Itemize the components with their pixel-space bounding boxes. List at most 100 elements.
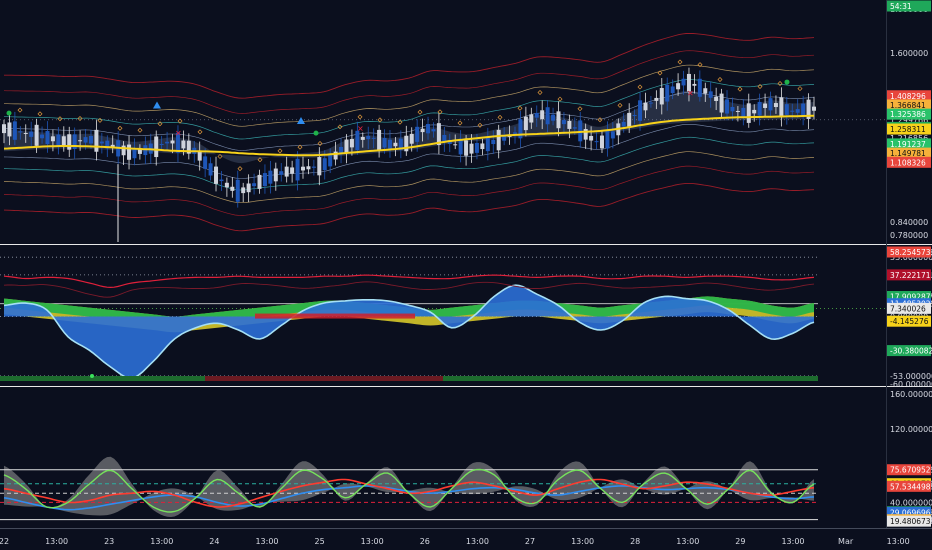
axis-tick-label: 53.000000 bbox=[890, 253, 932, 262]
candle-body bbox=[105, 140, 110, 149]
price-tag-label: 1.108326 bbox=[890, 158, 926, 167]
candle-body bbox=[746, 103, 751, 123]
candle-body bbox=[730, 106, 735, 112]
candle-body bbox=[34, 124, 39, 146]
candle-body bbox=[779, 97, 784, 117]
price-tag bbox=[887, 480, 931, 492]
candle-body bbox=[268, 170, 273, 184]
time-axis-label: 23 bbox=[104, 537, 114, 546]
signal-diamond-marker bbox=[537, 90, 543, 96]
oscillator-dark-line bbox=[3, 281, 815, 298]
candle-body bbox=[181, 140, 186, 149]
candle-body bbox=[409, 133, 414, 144]
candle-body bbox=[534, 113, 539, 118]
candle-body bbox=[670, 86, 675, 94]
price-tag bbox=[887, 0, 931, 12]
candle-body bbox=[415, 126, 420, 142]
time-axis-label: 13:00 bbox=[255, 537, 278, 546]
candle-body bbox=[404, 135, 409, 152]
candle-body bbox=[708, 91, 713, 98]
candle-body bbox=[170, 140, 175, 144]
candle-body bbox=[154, 136, 159, 158]
signal-diamond-marker bbox=[377, 117, 383, 123]
candle-body bbox=[556, 111, 561, 129]
candle-body bbox=[40, 134, 45, 139]
candle-body bbox=[610, 131, 615, 139]
candle-body bbox=[735, 110, 740, 112]
candle-body bbox=[474, 143, 479, 153]
candle-body bbox=[605, 130, 610, 149]
signal-cross-marker: ✕ bbox=[687, 89, 694, 98]
candle-body bbox=[132, 147, 137, 159]
candle-body bbox=[371, 137, 376, 139]
signal-diamond-marker bbox=[717, 77, 723, 83]
candle-body bbox=[812, 106, 816, 111]
price-tag bbox=[887, 464, 931, 476]
candle-body bbox=[387, 139, 392, 149]
candle-body bbox=[572, 127, 577, 129]
candle-body bbox=[431, 129, 436, 132]
time-axis-label: 28 bbox=[630, 537, 640, 546]
candle-body bbox=[360, 137, 365, 140]
price-tag bbox=[887, 246, 931, 258]
candle-body bbox=[203, 156, 208, 169]
candle-body bbox=[540, 110, 545, 120]
candle-body bbox=[681, 78, 686, 86]
oscillator-green-band bbox=[4, 296, 814, 317]
candle-body bbox=[545, 107, 550, 125]
price-tag bbox=[887, 138, 931, 150]
signal-diamond-marker bbox=[57, 116, 63, 122]
time-axis-label: 13:00 bbox=[571, 537, 594, 546]
price-tag-label: 7.340026 bbox=[890, 304, 926, 313]
candle-body bbox=[284, 166, 289, 177]
signal-diamond-marker bbox=[457, 120, 463, 126]
candle-body bbox=[29, 131, 34, 137]
candle-body bbox=[262, 173, 267, 187]
candle-body bbox=[241, 187, 246, 194]
candle-body bbox=[317, 157, 322, 176]
candle-body bbox=[56, 134, 61, 146]
signal-cross-marker: ✕ bbox=[357, 125, 364, 134]
candle-body bbox=[290, 167, 295, 174]
signal-diamond-marker bbox=[797, 86, 803, 92]
candle-body bbox=[442, 134, 447, 143]
candle-body bbox=[382, 137, 387, 148]
signal-diamond-marker bbox=[397, 119, 403, 125]
price-tag bbox=[887, 156, 931, 168]
candle-body bbox=[110, 144, 115, 148]
signal-diamond-marker bbox=[677, 59, 683, 65]
axis-tick-label: -60.000000 bbox=[890, 380, 932, 389]
rsi-blue-line bbox=[3, 485, 815, 511]
candle-body bbox=[137, 149, 142, 154]
signal-diamond-marker bbox=[517, 105, 523, 111]
signal-diamond-marker bbox=[97, 117, 103, 123]
price-tag bbox=[887, 90, 931, 102]
candle-body bbox=[523, 116, 528, 131]
signal-diamond-marker bbox=[177, 118, 183, 124]
candle-body bbox=[175, 132, 180, 153]
candle-body bbox=[496, 129, 501, 151]
candle-body bbox=[230, 186, 235, 191]
candle-body bbox=[99, 141, 104, 144]
price-tag bbox=[887, 515, 931, 527]
candle-body bbox=[257, 174, 262, 189]
time-axis-label: 13:00 bbox=[466, 537, 489, 546]
candle-body bbox=[768, 98, 773, 111]
envelope-band bbox=[4, 64, 815, 127]
candle-body bbox=[763, 103, 768, 108]
signal-diamond-marker bbox=[557, 96, 563, 102]
candle-body bbox=[621, 121, 626, 127]
signal-diamond-marker bbox=[697, 62, 703, 68]
candle-body bbox=[252, 183, 257, 187]
signal-diamond-marker bbox=[577, 106, 583, 112]
candle-body bbox=[703, 88, 708, 94]
candle-body bbox=[676, 83, 681, 90]
signal-diamond-marker bbox=[17, 107, 23, 113]
candle-body bbox=[692, 83, 697, 86]
candle-body bbox=[436, 123, 441, 145]
candle-body bbox=[279, 171, 284, 175]
price-tag-label: 19.480673 bbox=[890, 517, 931, 526]
candle-body bbox=[127, 144, 132, 160]
rsi-spread-fill bbox=[4, 456, 814, 517]
